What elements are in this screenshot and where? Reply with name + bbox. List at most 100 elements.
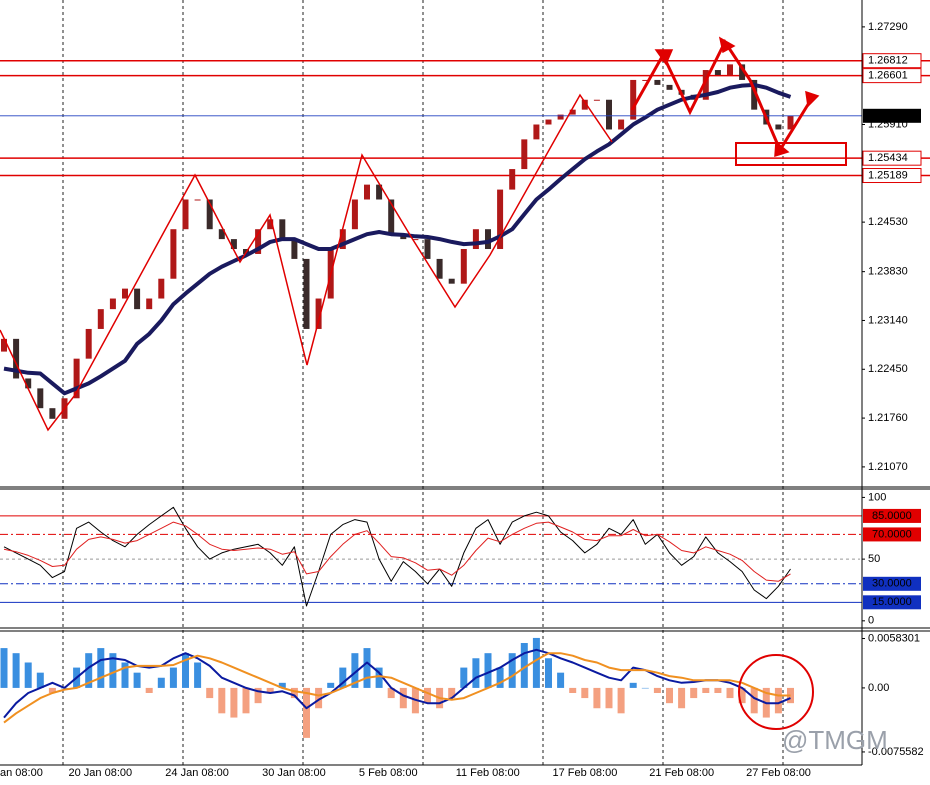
histogram-bar [133, 672, 141, 688]
level-label-box [863, 595, 921, 610]
candle-body [73, 358, 80, 399]
histogram-bar [109, 653, 117, 688]
candle-body [339, 229, 346, 250]
histogram-bar [557, 672, 565, 688]
candle-body [751, 79, 758, 110]
level-label: 85.0000 [872, 510, 912, 522]
series-line [3, 648, 791, 719]
y-tick-label: 1.21070 [868, 461, 908, 473]
y-tick-label: 1.21760 [868, 412, 908, 424]
candle-body [581, 99, 588, 110]
candle-body [727, 64, 733, 75]
series-line [3, 652, 791, 724]
histogram-bar [218, 687, 226, 714]
x-tick-label: 27 Feb 08:00 [746, 767, 811, 779]
histogram-bar [169, 667, 177, 688]
histogram-bar [121, 662, 129, 688]
candle-body [775, 124, 782, 130]
candle-body [134, 288, 141, 310]
candle-body [376, 184, 383, 200]
x-tick-label: 21 Feb 08:00 [649, 767, 714, 779]
candle-body [182, 199, 189, 230]
candle-body [303, 258, 310, 329]
histogram-bar [351, 653, 359, 688]
histogram-bar [363, 648, 371, 688]
candle-body [122, 288, 128, 299]
y-tick-label: 1.22450 [868, 363, 908, 375]
frame [0, 0, 930, 766]
histogram-bar [726, 687, 734, 699]
series-line [3, 82, 792, 396]
histogram-bar [387, 687, 395, 699]
current-price-label: 1.26033 [868, 110, 908, 122]
level-label-box [863, 508, 921, 523]
level-label: 1.26812 [868, 55, 908, 67]
level-label-box [863, 576, 921, 591]
candle-body [315, 298, 322, 329]
candle-body [37, 388, 44, 409]
histogram-bar [460, 667, 468, 688]
histogram-bar [194, 662, 202, 688]
series-line [3, 521, 791, 582]
histogram-bar [157, 677, 165, 688]
x-tick-label: 11 Feb 08:00 [456, 767, 520, 779]
annotations [0, 36, 847, 730]
histogram-bar [266, 687, 274, 693]
level-label: 1.25189 [868, 169, 908, 181]
level-label: 70.0000 [872, 528, 912, 540]
candle-body [472, 229, 479, 250]
candle-body [448, 278, 455, 284]
histogram-bar [339, 667, 347, 688]
histogram-bar [738, 687, 746, 704]
candle-body [497, 189, 504, 250]
candle-body [97, 309, 104, 329]
histogram-bar [593, 687, 601, 709]
axis-labels: 1.272901.259101.245301.238301.231401.224… [0, 21, 924, 779]
candle-body [1, 338, 7, 352]
candle-body [146, 298, 153, 310]
candle-body [702, 70, 709, 100]
histogram-bar [85, 653, 93, 688]
candle-body [412, 239, 419, 241]
candle-body [606, 99, 612, 130]
y-tick-label: 0 [868, 615, 874, 627]
x-tick-label: 5 Feb 08:00 [359, 767, 418, 779]
candle-body [194, 199, 201, 201]
histogram-bar [12, 653, 20, 688]
histogram-bar [484, 653, 492, 688]
time-grid [62, 0, 784, 765]
level-label-box [862, 168, 922, 184]
candle-body [666, 84, 673, 90]
candle-body [618, 119, 625, 130]
candle-body [630, 79, 637, 120]
histogram-bar [290, 687, 298, 699]
level-label-box [862, 53, 922, 69]
candle-body [545, 119, 552, 125]
candle-body [25, 378, 32, 389]
y-tick-label: 1.24530 [868, 216, 908, 228]
candle-body [509, 169, 516, 190]
histogram-bar [375, 667, 383, 688]
histogram-bar [617, 687, 625, 714]
y-tick-label: 1.27290 [868, 21, 908, 33]
candle-body [569, 109, 576, 115]
histogram-bar [678, 687, 686, 709]
level-label-box [862, 150, 922, 166]
candle-body [218, 229, 225, 240]
candle-body [642, 79, 649, 81]
histogram-bar [545, 658, 552, 688]
level-label: 1.26601 [868, 70, 908, 82]
candle-body [593, 99, 600, 101]
histogram-bar [424, 687, 431, 704]
level-label: 15.0000 [872, 596, 912, 608]
histogram-bar [653, 687, 661, 693]
histogram-bar [750, 687, 758, 714]
y-tick-label: 100 [868, 491, 886, 503]
level-label-box [862, 68, 922, 84]
histogram-bar [605, 687, 613, 709]
watermark: @TMGM [782, 725, 888, 755]
series-line [3, 506, 791, 607]
candle-body [291, 239, 298, 259]
histogram-bar [278, 682, 286, 688]
